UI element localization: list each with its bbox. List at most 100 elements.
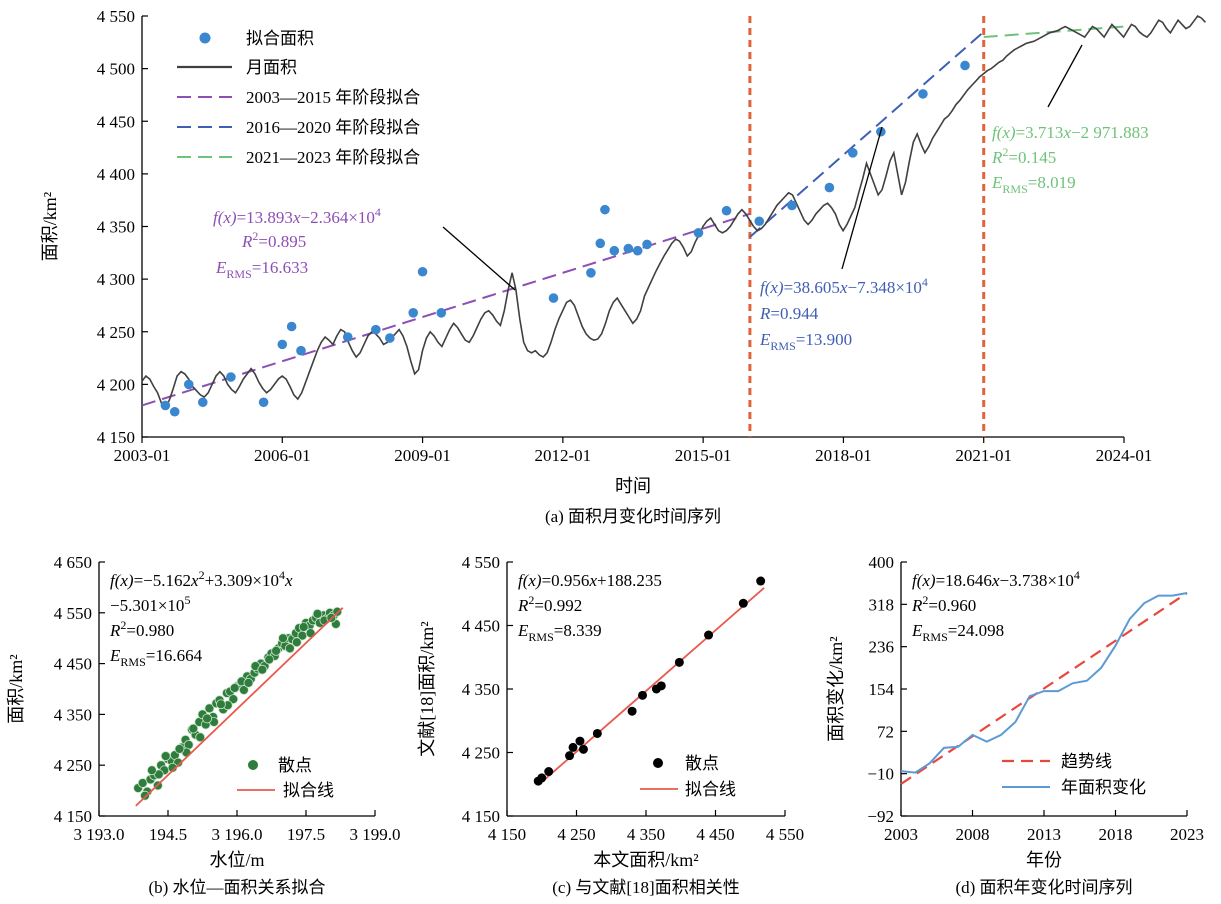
chart-d: 2003 2008 2013 2018 2023 −92 −10 72 154 236 318 400… xyxy=(826,553,1204,897)
y-tick-label: 154 xyxy=(869,680,895,699)
legend-label: 2021—2023 年阶段拟合 xyxy=(246,148,420,167)
y-tick-label: 4 350 xyxy=(54,705,92,724)
r2-value: R2=0.992 xyxy=(517,593,582,615)
text-span: 5 xyxy=(184,593,190,607)
x-tick-label: 194.5 xyxy=(149,825,187,844)
fitted-area-point xyxy=(960,60,970,71)
text-span: =13.893 xyxy=(237,208,293,227)
scatter-point xyxy=(146,765,157,776)
scatter-point xyxy=(229,683,240,693)
r2-fit3: R2=0.145 xyxy=(991,145,1056,167)
y-axis-label: 面积变化/km² xyxy=(826,636,846,741)
equation: f(x)=0.956x+188.235 xyxy=(518,571,662,590)
x-tick-label: 4 150 xyxy=(488,825,526,844)
y-tick-label: 4 150 xyxy=(97,428,135,447)
r2-fit1: R2=0.895 xyxy=(241,229,306,251)
text-span: R xyxy=(517,596,529,615)
legend-label: 散点 xyxy=(685,754,719,773)
text-span: =18.646 xyxy=(936,571,992,590)
x-tick-label: 2015-01 xyxy=(675,446,732,465)
text-span: −5.301×10 xyxy=(110,596,184,615)
x-tick-label: 2018-01 xyxy=(815,446,872,465)
scatter-point xyxy=(756,576,766,586)
fitted-area-point xyxy=(197,397,208,408)
scatter-point xyxy=(257,664,268,675)
scatter-point xyxy=(140,790,150,801)
fitted-area-point xyxy=(169,406,180,417)
text-span: 2 xyxy=(252,229,258,243)
rms-fit3: ERMS=8.019 xyxy=(991,173,1076,196)
y-tick-label: 4 250 xyxy=(97,323,135,342)
x-tick-label: 3 196.0 xyxy=(212,825,263,844)
fitted-area-point xyxy=(609,245,620,256)
trend-line xyxy=(900,592,1188,785)
monthly-area-line xyxy=(141,14,1206,409)
fitted-area-point xyxy=(296,345,306,356)
chart-caption: (d) 面积年变化时间序列 xyxy=(955,878,1132,897)
text-span: E xyxy=(215,258,227,277)
scatter-point xyxy=(738,598,748,608)
text-span: 2 xyxy=(199,568,205,582)
scatter-point xyxy=(638,690,648,700)
text-span: f(x) xyxy=(213,208,237,227)
text-span: =8.019 xyxy=(1028,173,1076,192)
fitted-area-point xyxy=(754,216,765,227)
legend-label: 拟合线 xyxy=(685,780,736,799)
x-tick-label: 2003-01 xyxy=(114,446,171,465)
text-span: =3.713 xyxy=(1016,123,1064,142)
text-span: RMS xyxy=(922,630,947,644)
equation: f(x)=18.646x−3.738×104 xyxy=(912,568,1080,590)
rms-value: ERMS=8.339 xyxy=(517,621,602,644)
fitted-area-point xyxy=(226,372,236,382)
text-span: x xyxy=(991,571,1000,590)
text-span: +3.309×10 xyxy=(205,571,279,590)
text-span: 2 xyxy=(1002,145,1008,159)
fitted-area-point xyxy=(277,339,288,350)
text-span: =24.098 xyxy=(948,621,1004,640)
text-span: =0.895 xyxy=(258,232,306,251)
y-tick-label: 4 450 xyxy=(462,617,500,636)
scatter-point xyxy=(575,736,585,746)
scatter-point xyxy=(568,742,578,752)
text-span: x xyxy=(839,278,848,297)
scatter-point xyxy=(291,637,302,648)
x-tick-label: 2018 xyxy=(1099,825,1133,844)
y-tick-label: −10 xyxy=(867,765,894,784)
text-span: −3.738×10 xyxy=(999,571,1073,590)
y-tick-label: 4 350 xyxy=(97,218,135,237)
text-span: R xyxy=(991,148,1003,167)
scatter-point xyxy=(167,762,178,773)
equation-fit3: f(x)=3.713x−2 971.883 xyxy=(992,123,1149,142)
fitted-area-point xyxy=(693,228,704,238)
y-axis-label: 面积/km² xyxy=(6,654,26,723)
text-span: 4 xyxy=(1074,568,1080,582)
x-tick-label: 2006-01 xyxy=(254,446,311,465)
fitted-area-point xyxy=(160,400,171,411)
equation-fit1: f(x)=13.893x−2.364×104 xyxy=(213,205,381,227)
text-span: E xyxy=(991,173,1003,192)
chart-caption: (b) 水位—面积关系拟合 xyxy=(148,878,325,897)
y-axis-label: 文献[18]面积/km² xyxy=(417,621,437,756)
fit-line xyxy=(135,607,344,807)
text-span: =13.900 xyxy=(796,330,852,349)
text-span: =38.605 xyxy=(784,278,840,297)
text-span: 4 xyxy=(375,205,381,219)
text-span: +188.235 xyxy=(597,571,662,590)
text-span: x xyxy=(190,571,199,590)
leader-line-fit3 xyxy=(1047,44,1083,108)
fitted-area-point xyxy=(408,308,419,318)
text-span: =0.992 xyxy=(534,596,582,615)
y-tick-label: 400 xyxy=(869,553,895,572)
x-tick-label: 4 250 xyxy=(557,825,595,844)
y-axis-label: 面积/km² xyxy=(40,192,60,261)
y-tick-label: −92 xyxy=(867,807,894,826)
text-span: =16.633 xyxy=(252,258,308,277)
fitted-area-point xyxy=(385,333,395,343)
scatter-point xyxy=(243,678,254,688)
fitted-area-point xyxy=(183,379,194,390)
fitted-area-point xyxy=(436,308,447,318)
fitted-area-point xyxy=(371,324,381,335)
